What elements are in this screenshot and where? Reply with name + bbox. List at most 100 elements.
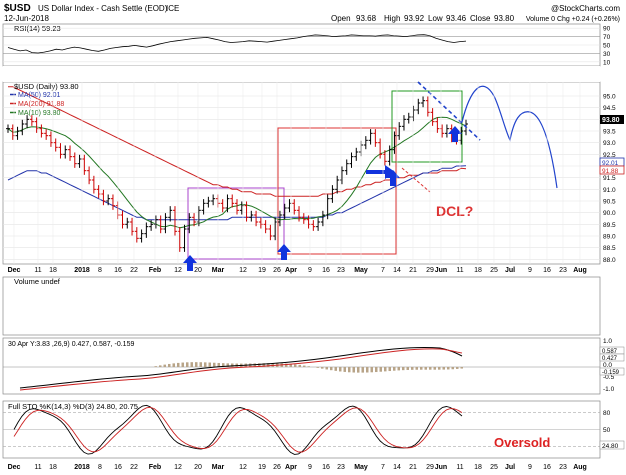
macd-hist-bar: [226, 363, 229, 367]
price-bar: [120, 210, 125, 229]
macd-line: [19, 346, 463, 389]
price-bar: [225, 194, 230, 213]
x-tick-label: 25: [490, 464, 498, 471]
macd-axis: 1.00.50.0-0.5-1.0: [603, 338, 615, 393]
macd-hist-bar: [208, 362, 211, 367]
x-tick-label: 21: [409, 464, 417, 471]
price-bar: [48, 131, 53, 147]
price-bar: [249, 210, 254, 222]
macd-hist-bar: [429, 367, 432, 370]
price-bar: [297, 206, 302, 222]
price-bar: [158, 215, 163, 234]
price-bar: [96, 185, 101, 199]
rsi-gap: [3, 66, 600, 82]
volume-label: Volume undef: [14, 277, 61, 286]
macd-box-2-value: 0.427: [602, 356, 618, 362]
ma50-box-value: 92.01: [602, 160, 619, 167]
sto-label: Full STO %K(14,3) %D(3) 24.80, 20.75: [8, 402, 138, 411]
macd-hist-bar: [177, 362, 180, 367]
x-tick-label: 26: [273, 464, 281, 471]
x-tick-label: 16: [114, 267, 122, 274]
price-bar: [282, 203, 287, 220]
x-axis-price: Dec 11 18 2018 8 16 22 Feb 12 20 Mar 12 19 26 Apr 9 16 23…: [8, 82, 587, 274]
exchange-label: ICE: [166, 4, 179, 13]
price-bar: [87, 166, 92, 185]
price-bars: [6, 96, 468, 252]
x-tick-label: 8: [98, 464, 102, 471]
macd-hist-bar: [415, 367, 418, 370]
x-tick-label: Apr: [285, 464, 297, 471]
price-bar: [110, 194, 115, 210]
rsi-tick-label: 30: [603, 51, 611, 58]
x-tick-label: 20: [194, 267, 202, 274]
x-tick-label: 21: [409, 267, 417, 274]
low-label: Low: [428, 14, 443, 23]
price-bar: [235, 199, 239, 215]
price-bar: [425, 96, 430, 117]
macd-hist-bar: [303, 365, 306, 367]
macd-hist-bar: [267, 363, 270, 367]
macd-hist-bar: [325, 367, 328, 370]
price-bar: [301, 213, 306, 224]
macd-hist-bar: [159, 365, 162, 367]
price-bar: [373, 129, 378, 147]
price-bar: [392, 131, 397, 154]
price-bar: [244, 201, 249, 222]
price-bar: [363, 136, 368, 150]
price-bar: [406, 112, 411, 124]
price-bar: [91, 175, 96, 194]
macd-tick-label: -1.0: [603, 386, 615, 393]
price-bar: [29, 115, 34, 126]
x-tick-label: 29: [426, 464, 434, 471]
x-tick-label: Feb: [149, 267, 161, 274]
price-bar: [344, 159, 349, 175]
arrow-up-icon-feb: [183, 255, 197, 271]
macd-hist-bar: [352, 367, 355, 373]
rsi-tick-label: 50: [603, 43, 611, 50]
macd-hist-bar: [406, 367, 409, 370]
macd-hist-bar: [456, 367, 459, 369]
price-bar: [44, 129, 49, 140]
x-tick-label: 19: [258, 464, 266, 471]
x-tick-label: 29: [426, 267, 434, 274]
macd-hist-bar: [370, 367, 373, 373]
macd-hist-bar: [213, 362, 216, 367]
price-bar: [53, 138, 58, 152]
cycle-box-may: [391, 90, 463, 163]
x-tick-label: 22: [130, 267, 138, 274]
x-tick-label: 9: [308, 267, 312, 274]
sto-box: [599, 440, 625, 450]
macd-box-1-value: 0.587: [602, 349, 618, 355]
price-bar: [368, 129, 373, 145]
price-bar: [292, 199, 297, 215]
price-bar: [39, 124, 44, 138]
price-bar: [58, 143, 63, 159]
x-tick-label: 23: [559, 464, 567, 471]
price-bar: [172, 206, 177, 236]
macd-hist-bar: [411, 367, 414, 370]
price-box-value: 93.80: [602, 117, 620, 124]
rsi-tick-label: 10: [603, 59, 611, 66]
x-tick-label: Apr: [285, 267, 297, 274]
x-tick-label: 16: [322, 267, 330, 274]
price-tick-label: 90.5: [603, 199, 616, 206]
change-text: Volume 0 Chg +0.24 (+0.26%): [526, 16, 620, 23]
arrow-right-icon: [366, 165, 395, 179]
x-tick-label: 20: [194, 464, 202, 471]
macd-hist-bar: [361, 367, 364, 373]
macd-hist-bar: [199, 362, 202, 367]
macd-tick-label: -0.5: [603, 374, 615, 381]
x-tick-label: 25: [490, 267, 498, 274]
x-tick-label: 16: [114, 464, 122, 471]
macd-hist-bar: [424, 367, 427, 370]
x-tick-label: Jun: [435, 267, 447, 274]
price-bar: [220, 199, 225, 213]
price-tick-label: 95.0: [603, 94, 616, 101]
price-bar: [349, 152, 354, 168]
price-tick-label: 89.5: [603, 222, 616, 229]
close-label: Close: [470, 14, 491, 23]
x-tick-label: 18: [474, 267, 482, 274]
cycle-box-feb: [187, 187, 285, 260]
price-bar: [77, 154, 82, 168]
